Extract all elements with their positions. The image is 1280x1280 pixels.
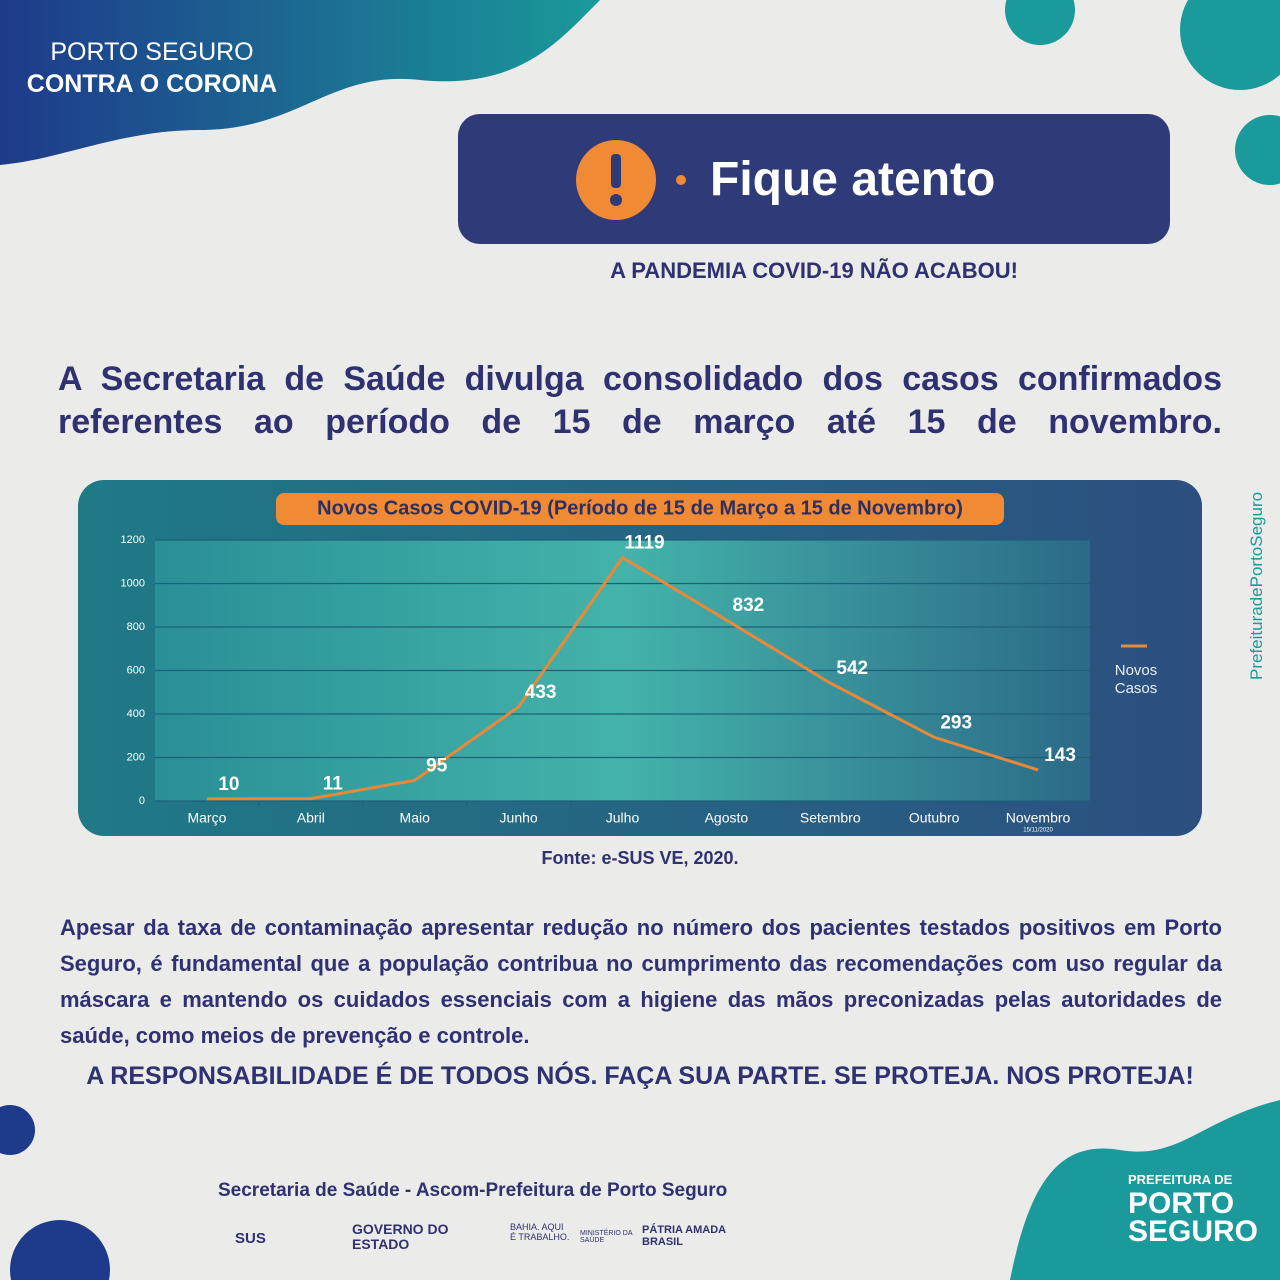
x-tick-label: Abril: [297, 810, 325, 826]
x-tick-label: Maio: [400, 810, 431, 826]
logo-bottom: CONTRA O CORONA: [26, 70, 278, 98]
side-handle: PrefeituradePortoSeguro: [1247, 491, 1266, 680]
city: PORTO SEGURO: [1128, 1187, 1259, 1248]
city-top: PREFEITURA DE: [1128, 1172, 1233, 1187]
x-tick-label: Setembro: [800, 810, 861, 826]
y-tick-label: 1200: [121, 534, 145, 546]
data-label: 11: [323, 774, 344, 795]
logo-sus: SUS: [235, 1230, 266, 1247]
chart-title: Novos Casos COVID-19 (Período de 15 de M…: [317, 497, 963, 519]
data-label: 1119: [624, 533, 664, 554]
logo-bahia: BAHIA. AQUI É TRABALHO.: [510, 1222, 570, 1242]
date-note: 15/11/2020: [1023, 828, 1053, 834]
x-tick-label: Junho: [500, 810, 538, 826]
subtitle: A PANDEMIA COVID-19 NÃO ACABOU!: [610, 258, 1018, 283]
logo-ministerio: MINISTÉRIO DA SAÚDE: [580, 1230, 633, 1244]
data-label: 542: [836, 658, 868, 679]
x-tick-label: Outubro: [909, 810, 960, 826]
y-tick-label: 200: [127, 751, 145, 763]
x-tick-label: Agosto: [705, 810, 749, 826]
legend-label: Novos Casos: [1114, 662, 1158, 697]
headline: A Secretaria de Saúde divulga consolidad…: [58, 360, 1222, 441]
footer-credit: Secretaria de Saúde - Ascom-Prefeitura d…: [218, 1180, 728, 1201]
data-label: 143: [1044, 745, 1076, 766]
logo-governo: GOVERNO DO ESTADO: [352, 1221, 449, 1252]
y-tick-label: 1000: [121, 577, 145, 589]
y-tick-label: 600: [127, 664, 145, 676]
y-tick-label: 0: [139, 795, 145, 807]
body-text: Apesar da taxa de contaminação apresenta…: [60, 915, 1222, 1048]
data-label: 95: [426, 755, 448, 776]
logo-brasil: PÁTRIA AMADA BRASIL: [642, 1224, 726, 1248]
chart: Novos Casos COVID-19 (Período de 15 de M…: [78, 480, 1202, 836]
data-label: 293: [940, 712, 972, 733]
data-label: 433: [525, 682, 557, 703]
call-to-action: A RESPONSABILIDADE É DE TODOS NÓS. FAÇA …: [86, 1062, 1194, 1090]
y-tick-label: 800: [127, 621, 145, 633]
data-label: 10: [218, 774, 239, 795]
logo-top: PORTO SEGURO: [50, 38, 254, 66]
x-tick-label: Julho: [606, 810, 640, 826]
x-tick-label: Março: [187, 810, 226, 826]
y-tick-label: 400: [127, 708, 145, 720]
source: Fonte: e-SUS VE, 2020.: [541, 848, 739, 868]
data-label: 832: [733, 595, 765, 616]
alert: Fique atento: [710, 153, 996, 206]
x-tick-label: Novembro: [1006, 810, 1071, 826]
line: [206, 555, 1039, 801]
